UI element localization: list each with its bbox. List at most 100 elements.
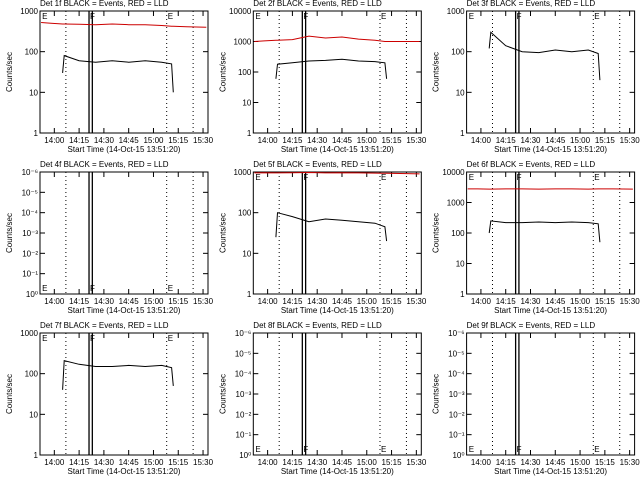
- annotation: E: [381, 12, 386, 21]
- chart-title: Det 7f BLACK = Events, RED = LLD: [40, 321, 169, 330]
- chart-title: Det 6f BLACK = Events, RED = LLD: [467, 160, 596, 169]
- x-axis-label: Start Time (14-Oct-15 13:51:20): [494, 145, 607, 154]
- plot-frame: [252, 10, 422, 134]
- y-tick-label: 10⁻⁶: [22, 168, 38, 177]
- y-tick-label: 100: [25, 48, 39, 57]
- chart-title: Det 1f BLACK = Events, RED = LLD: [40, 0, 169, 8]
- y-tick-label: 10: [242, 99, 251, 108]
- plot-frame: [252, 332, 422, 456]
- annotation: E: [42, 334, 47, 343]
- y-axis-label: Counts/sec: [218, 213, 227, 253]
- chart-title: Det 8f BLACK = Events, RED = LLD: [253, 321, 382, 330]
- y-tick-label: 10: [29, 410, 38, 419]
- x-tick-label: 15:30: [406, 136, 427, 145]
- y-axis-label: Counts/sec: [432, 213, 441, 253]
- x-tick-label: 14:30: [307, 136, 328, 145]
- x-tick-label: 15:30: [193, 136, 214, 145]
- annotation: F: [90, 284, 95, 293]
- x-tick-label: 14:45: [119, 458, 140, 467]
- chart-title: Det 3f BLACK = Events, RED = LLD: [467, 0, 596, 8]
- x-axis-label: Start Time (14-Oct-15 13:51:20): [281, 467, 394, 476]
- y-tick-label: 10000: [442, 168, 465, 177]
- annotation: E: [469, 12, 474, 21]
- y-tick-label: 10⁻²: [449, 410, 465, 419]
- x-tick-label: 14:00: [44, 136, 65, 145]
- plot-frame: [39, 10, 209, 134]
- series-line: [41, 22, 207, 28]
- x-tick-label: 14:15: [496, 136, 517, 145]
- x-tick-label: 14:45: [119, 136, 140, 145]
- annotation: E: [469, 173, 474, 182]
- y-tick-label: 1: [460, 129, 465, 138]
- y-tick-label: 100: [25, 370, 39, 379]
- y-tick-label: 10⁻⁴: [448, 370, 465, 379]
- series-line: [62, 54, 174, 93]
- x-tick-label: 15:00: [357, 297, 378, 306]
- y-tick-label: 10⁻⁴: [235, 370, 252, 379]
- annotation: F: [303, 173, 308, 182]
- x-tick-label: 15:15: [168, 458, 189, 467]
- x-tick-label: 15:15: [168, 297, 189, 306]
- x-tick-label: 15:30: [620, 297, 640, 306]
- annotation: E: [469, 445, 474, 454]
- y-axis-label: Counts/sec: [5, 374, 14, 414]
- x-tick-label: 15:00: [570, 297, 591, 306]
- y-tick-label: 10⁻¹: [236, 431, 252, 440]
- y-tick-label: 100: [451, 229, 465, 238]
- x-tick-label: 15:15: [168, 136, 189, 145]
- y-tick-label: 1: [247, 129, 252, 138]
- series-line: [488, 31, 601, 81]
- x-tick-label: 14:30: [94, 136, 115, 145]
- x-tick-label: 14:15: [282, 136, 303, 145]
- annotation: E: [594, 12, 599, 21]
- y-axis-label: Counts/sec: [432, 52, 441, 92]
- x-tick-label: 15:15: [595, 136, 616, 145]
- y-tick-label: 1000: [20, 7, 38, 16]
- x-tick-label: 15:15: [595, 458, 616, 467]
- y-tick-label: 10⁻⁴: [21, 209, 38, 218]
- x-tick-label: 14:45: [332, 136, 353, 145]
- x-axis-label: Start Time (14-Oct-15 13:51:20): [68, 306, 181, 315]
- x-tick-label: 15:00: [143, 136, 164, 145]
- annotation: E: [381, 173, 386, 182]
- y-axis-label: Counts/sec: [218, 52, 227, 92]
- x-tick-label: 15:15: [382, 297, 403, 306]
- x-tick-label: 14:30: [307, 297, 328, 306]
- x-tick-label: 14:00: [258, 458, 279, 467]
- y-tick-label: 10⁻⁶: [235, 329, 251, 338]
- x-axis-label: Start Time (14-Oct-15 13:51:20): [494, 467, 607, 476]
- x-tick-label: 14:15: [282, 458, 303, 467]
- annotation: E: [168, 284, 173, 293]
- x-tick-label: 14:15: [282, 297, 303, 306]
- y-tick-label: 100: [451, 48, 465, 57]
- x-tick-label: 14:15: [496, 458, 517, 467]
- x-tick-label: 15:30: [406, 458, 427, 467]
- x-tick-label: 14:45: [545, 136, 566, 145]
- annotation: F: [517, 445, 522, 454]
- series-line: [254, 35, 420, 42]
- annotation: F: [517, 12, 522, 21]
- x-tick-label: 14:45: [119, 297, 140, 306]
- x-tick-label: 14:00: [44, 458, 65, 467]
- series-line: [254, 171, 420, 175]
- x-axis-label: Start Time (14-Oct-15 13:51:20): [68, 467, 181, 476]
- annotation: F: [90, 334, 95, 343]
- y-tick-label: 1000: [447, 199, 465, 208]
- annotation: E: [594, 173, 599, 182]
- x-tick-label: 14:30: [520, 458, 541, 467]
- x-tick-label: 15:00: [570, 136, 591, 145]
- y-tick-label: 10⁻³: [449, 390, 465, 399]
- y-tick-label: 10⁰: [452, 451, 464, 460]
- y-tick-label: 10: [456, 88, 465, 97]
- x-tick-label: 15:00: [570, 458, 591, 467]
- x-axis-label: Start Time (14-Oct-15 13:51:20): [68, 145, 181, 154]
- x-tick-label: 15:15: [382, 458, 403, 467]
- x-tick-label: 15:00: [143, 297, 164, 306]
- y-tick-label: 10⁻²: [22, 249, 38, 258]
- y-tick-label: 100: [238, 209, 252, 218]
- x-tick-label: 15:30: [193, 458, 214, 467]
- annotation: F: [303, 12, 308, 21]
- y-axis-label: Counts/sec: [218, 374, 227, 414]
- y-tick-label: 1000: [234, 168, 252, 177]
- x-tick-label: 14:15: [69, 297, 90, 306]
